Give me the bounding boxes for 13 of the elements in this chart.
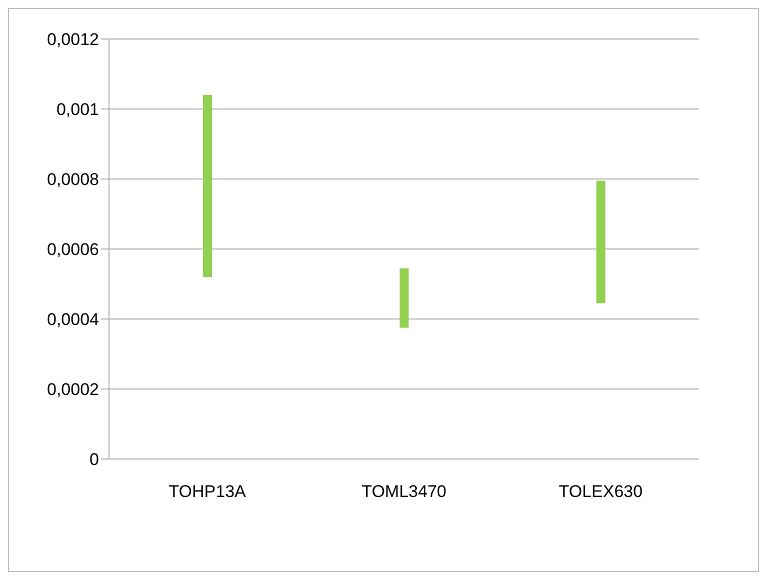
y-tick-label: 0,0006 (47, 240, 99, 260)
y-tick-label: 0,0008 (47, 170, 99, 190)
y-tick-label: 0,001 (56, 100, 99, 120)
y-tick-label: 0,0004 (47, 310, 99, 330)
bar (203, 95, 212, 277)
y-tick-label: 0 (90, 450, 99, 470)
x-tick-label: TOLEX630 (558, 482, 643, 502)
y-tick-label: 0,0002 (47, 380, 99, 400)
x-tick-label: TOHP13A (168, 482, 247, 502)
y-tick-label: 0,0012 (47, 30, 99, 50)
x-tick-label: TOML3470 (362, 482, 446, 502)
bar (400, 268, 409, 328)
bar (596, 180, 606, 304)
